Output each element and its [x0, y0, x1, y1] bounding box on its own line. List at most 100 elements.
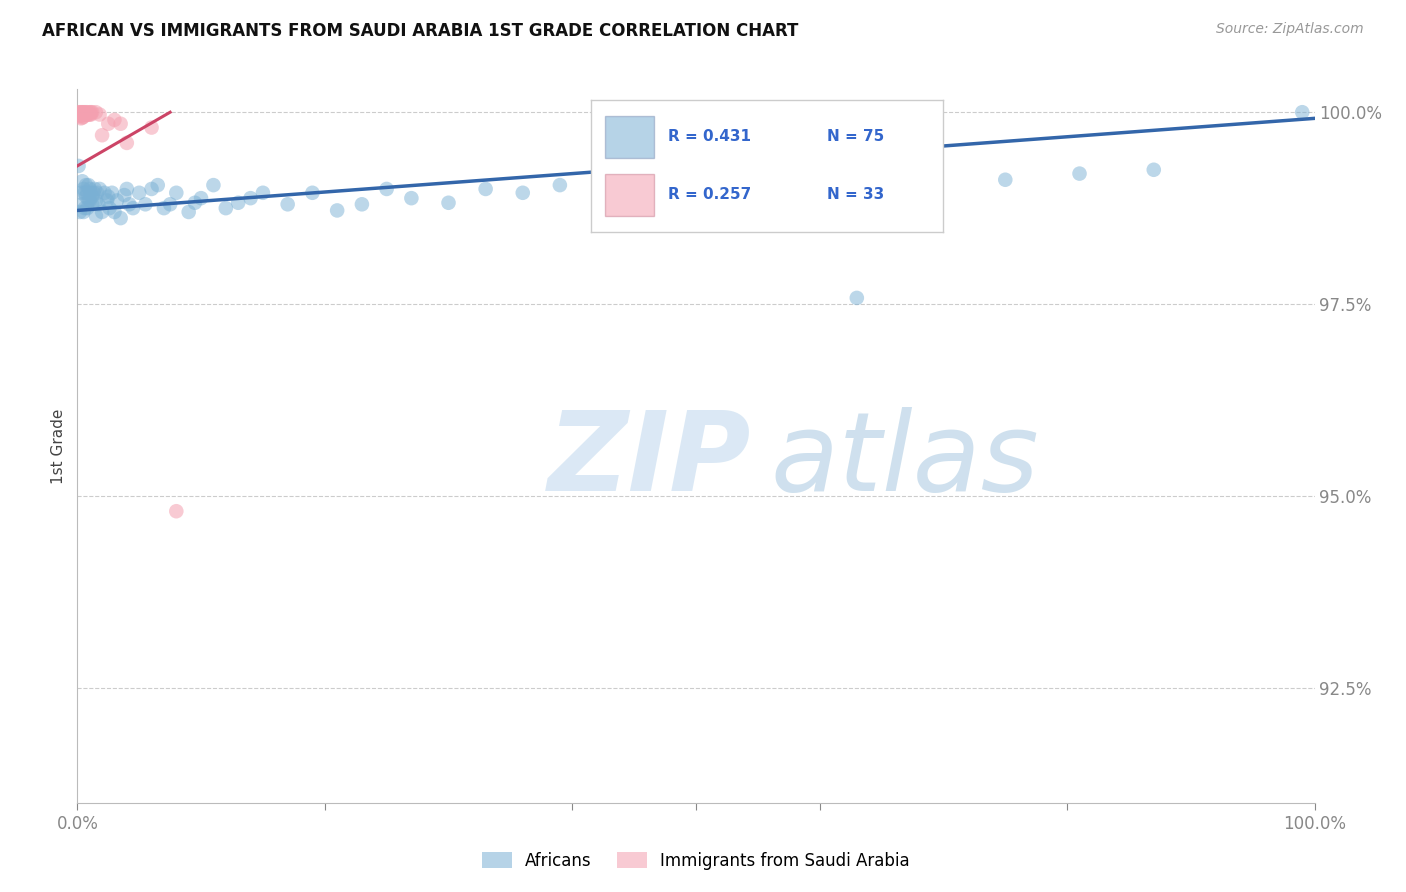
Point [437, 195, 460, 210]
Point [648, 180, 671, 194]
Point [215, 201, 238, 215]
Point [474, 182, 496, 196]
Point [772, 189, 794, 203]
Point [920, 184, 942, 198]
Point [115, 136, 138, 150]
Point [69, 205, 91, 219]
Point [141, 120, 163, 135]
Point [69, 105, 91, 120]
Point [87, 197, 110, 211]
Point [69, 109, 91, 123]
Point [91, 128, 114, 143]
Point [72, 110, 94, 124]
Point [134, 197, 156, 211]
Point [128, 186, 150, 200]
Point [141, 182, 163, 196]
Point [184, 195, 207, 210]
Point [82, 105, 104, 120]
Point [103, 112, 125, 127]
Point [326, 203, 349, 218]
Point [75, 178, 97, 193]
Point [82, 186, 104, 200]
Point [72, 205, 94, 219]
Text: ZIP: ZIP [547, 407, 751, 514]
Point [115, 182, 138, 196]
Point [401, 191, 423, 205]
Point [75, 107, 97, 121]
Point [190, 191, 212, 205]
Point [75, 105, 97, 120]
Point [80, 107, 103, 121]
Point [202, 178, 225, 193]
Point [79, 182, 101, 196]
Point [72, 174, 94, 188]
Point [103, 205, 125, 219]
Point [70, 108, 93, 122]
Point [375, 182, 398, 196]
Point [73, 105, 96, 120]
Point [72, 105, 94, 120]
Text: AFRICAN VS IMMIGRANTS FROM SAUDI ARABIA 1ST GRADE CORRELATION CHART: AFRICAN VS IMMIGRANTS FROM SAUDI ARABIA … [42, 22, 799, 40]
Point [89, 107, 111, 121]
Point [76, 107, 98, 121]
Point [301, 186, 323, 200]
Legend: Africans, Immigrants from Saudi Arabia: Africans, Immigrants from Saudi Arabia [475, 846, 917, 877]
Point [994, 173, 1017, 187]
Point [96, 194, 118, 208]
Point [76, 105, 98, 120]
Y-axis label: 1st Grade: 1st Grade [51, 409, 66, 483]
Point [73, 107, 96, 121]
Point [239, 191, 262, 205]
Point [82, 197, 104, 211]
Point [70, 186, 93, 200]
Point [1143, 162, 1166, 177]
Point [598, 201, 620, 215]
Point [512, 186, 534, 200]
Text: Source: ZipAtlas.com: Source: ZipAtlas.com [1216, 22, 1364, 37]
Point [845, 291, 868, 305]
Text: atlas: atlas [770, 407, 1039, 514]
Point [77, 178, 100, 193]
Point [72, 108, 94, 122]
Point [91, 205, 114, 219]
Point [80, 186, 103, 200]
Point [159, 197, 181, 211]
Point [72, 197, 94, 211]
Point [97, 117, 120, 131]
Point [73, 201, 96, 215]
Point [110, 211, 132, 226]
Point [118, 197, 141, 211]
Point [350, 197, 373, 211]
Point [79, 105, 101, 120]
Point [72, 105, 94, 120]
Point [70, 112, 93, 126]
Point [72, 107, 94, 121]
Point [101, 186, 124, 200]
Point [83, 182, 105, 196]
Point [86, 186, 108, 200]
Point [1069, 167, 1091, 181]
Point [84, 105, 107, 120]
Point [72, 182, 94, 196]
Point [548, 178, 571, 193]
Point [73, 186, 96, 200]
Point [177, 205, 200, 219]
Point [84, 209, 107, 223]
Point [84, 194, 107, 208]
Point [75, 189, 97, 203]
Point [122, 201, 145, 215]
Point [97, 189, 120, 203]
Point [110, 117, 132, 131]
Point [77, 107, 100, 121]
Point [98, 201, 121, 215]
Point [112, 188, 135, 202]
Point [77, 194, 100, 208]
Point [1291, 105, 1313, 120]
Point [76, 201, 98, 215]
Point [70, 105, 93, 120]
Point [89, 182, 111, 196]
Point [80, 105, 103, 120]
Point [82, 189, 104, 203]
Point [226, 195, 249, 210]
Point [153, 201, 176, 215]
